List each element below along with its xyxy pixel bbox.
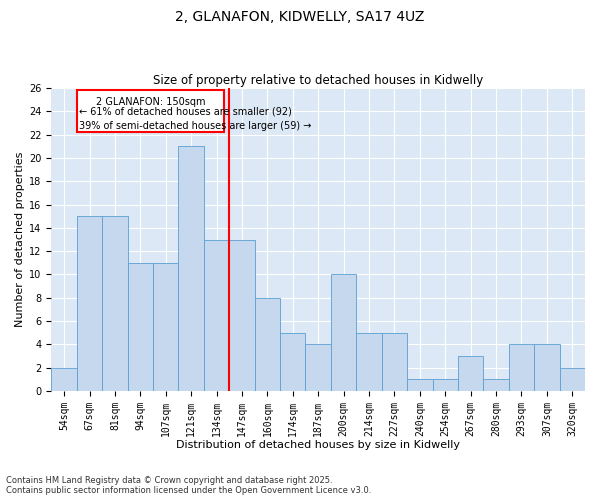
Bar bbox=[560, 368, 585, 391]
Bar bbox=[534, 344, 560, 391]
Bar bbox=[77, 90, 224, 132]
Bar bbox=[356, 332, 382, 391]
Bar bbox=[382, 332, 407, 391]
Text: ← 61% of detached houses are smaller (92): ← 61% of detached houses are smaller (92… bbox=[79, 107, 292, 117]
Bar bbox=[509, 344, 534, 391]
Text: 2, GLANAFON, KIDWELLY, SA17 4UZ: 2, GLANAFON, KIDWELLY, SA17 4UZ bbox=[175, 10, 425, 24]
Bar bbox=[77, 216, 102, 391]
Bar bbox=[52, 368, 77, 391]
Title: Size of property relative to detached houses in Kidwelly: Size of property relative to detached ho… bbox=[153, 74, 484, 87]
Bar bbox=[204, 240, 229, 391]
Bar bbox=[102, 216, 128, 391]
Bar bbox=[305, 344, 331, 391]
Bar bbox=[331, 274, 356, 391]
Text: 2 GLANAFON: 150sqm: 2 GLANAFON: 150sqm bbox=[96, 98, 205, 108]
Bar bbox=[407, 379, 433, 391]
Text: Contains HM Land Registry data © Crown copyright and database right 2025.
Contai: Contains HM Land Registry data © Crown c… bbox=[6, 476, 371, 495]
Bar bbox=[178, 146, 204, 391]
Bar bbox=[254, 298, 280, 391]
Bar bbox=[153, 263, 178, 391]
Bar bbox=[458, 356, 484, 391]
Bar bbox=[128, 263, 153, 391]
X-axis label: Distribution of detached houses by size in Kidwelly: Distribution of detached houses by size … bbox=[176, 440, 460, 450]
Bar bbox=[229, 240, 254, 391]
Bar bbox=[484, 379, 509, 391]
Bar bbox=[280, 332, 305, 391]
Text: 39% of semi-detached houses are larger (59) →: 39% of semi-detached houses are larger (… bbox=[79, 121, 312, 131]
Y-axis label: Number of detached properties: Number of detached properties bbox=[15, 152, 25, 327]
Bar bbox=[433, 379, 458, 391]
